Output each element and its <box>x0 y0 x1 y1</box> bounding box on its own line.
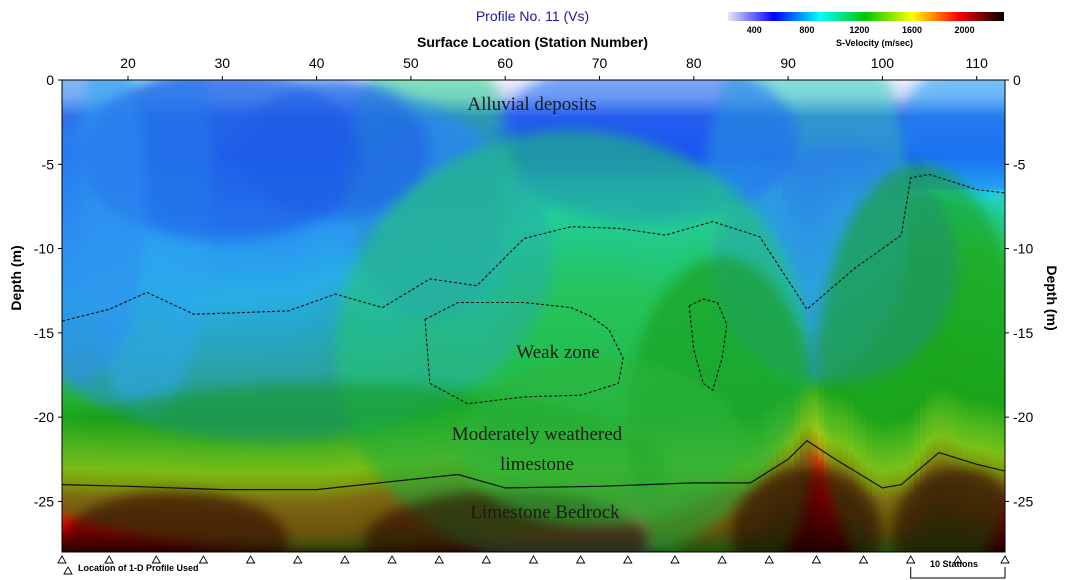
profile-station-marker <box>151 555 162 564</box>
y-tick-label-left: -25 <box>34 493 54 509</box>
zone-label: Moderately weathered <box>452 424 623 445</box>
x-tick-label: 50 <box>403 55 419 71</box>
profile-station-marker <box>104 555 114 564</box>
y-tick-label-right: -10 <box>1013 241 1033 257</box>
contour-upper-dashed <box>61 173 1006 322</box>
velocity-anomaly <box>62 80 147 384</box>
scale-bar-label: 10 Stations <box>930 559 979 569</box>
zone-label: Weak zone <box>516 342 599 363</box>
velocity-anomaly <box>891 467 1005 552</box>
profile-station-marker <box>858 555 869 564</box>
profile-station-marker <box>764 555 775 564</box>
colorbar <box>728 12 1004 21</box>
x-tick-label: 40 <box>309 55 325 71</box>
y-tick-label-right: 0 <box>1013 72 1021 88</box>
colorbar-tick-label: 2000 <box>955 25 975 35</box>
velocity-anomaly <box>816 164 1005 552</box>
y-tick-label-left: -20 <box>34 409 54 425</box>
chart-title: Profile No. 11 (Vs) <box>475 8 590 24</box>
profile-station-marker <box>670 555 680 564</box>
zone-label: Limestone Bedrock <box>470 502 620 523</box>
y-tick-label-right: -15 <box>1013 325 1033 341</box>
velocity-anomaly <box>731 467 883 552</box>
colorbar-tick-label: 800 <box>799 25 814 35</box>
x-tick-label: 70 <box>592 55 608 71</box>
y-tick-label-left: 0 <box>46 72 54 88</box>
profile-station-marker <box>953 555 963 564</box>
zone-label: limestone <box>500 454 574 475</box>
y-tick-label-right: -5 <box>1013 156 1026 172</box>
profile-station-marker <box>528 555 539 564</box>
x-tick-label: 100 <box>871 55 895 71</box>
colorbar-tick-label: 1200 <box>849 25 869 35</box>
profile-station-marker <box>481 555 492 564</box>
x-tick-label: 110 <box>966 55 989 71</box>
velocity-anomaly <box>62 491 289 552</box>
y-tick-label-left: -5 <box>42 156 55 172</box>
profile-station-marker <box>717 555 727 564</box>
profile-station-marker <box>811 555 822 564</box>
colorbar-tick-label: 400 <box>747 25 762 35</box>
profile-station-marker <box>575 555 586 564</box>
scale-bar <box>910 567 1006 579</box>
profile-station-marker <box>245 555 256 564</box>
x-tick-label: 80 <box>686 55 702 71</box>
x-tick-label: 60 <box>497 55 513 71</box>
profile-station-marker <box>292 555 303 564</box>
colorbar-title: S-Velocity (m/sec) <box>836 38 914 48</box>
contour-bedrock <box>61 439 1006 491</box>
x-tick-label: 90 <box>780 55 796 71</box>
profile-legend-note: Location of 1-D Profile Used <box>78 563 199 573</box>
x-tick-label: 30 <box>215 55 231 71</box>
profile-station-marker <box>1000 555 1010 564</box>
zone-label: Alluvial deposits <box>467 94 596 115</box>
profile-station-marker <box>57 555 67 564</box>
contour-weak-zone-2 <box>688 298 728 392</box>
profile-station-marker <box>905 555 916 564</box>
x-tick-label: 20 <box>120 55 136 71</box>
velocity-anomaly <box>458 358 741 527</box>
colorbar-tick-label: 1600 <box>902 25 922 35</box>
profile-station-marker <box>198 555 209 564</box>
legend-triangle-icon <box>63 566 73 575</box>
plot-frame <box>61 79 1006 553</box>
profile-station-marker <box>623 555 633 564</box>
contour-weak-zone-1 <box>424 301 624 405</box>
y-tick-label-right: -25 <box>1013 493 1033 509</box>
x-axis-title: Surface Location (Station Number) <box>416 34 649 50</box>
profile-station-marker <box>434 555 444 564</box>
y-tick-label-left: -10 <box>34 241 54 257</box>
profile-station-marker <box>340 555 350 564</box>
y-tick-label-right: -20 <box>1013 409 1033 425</box>
y-tick-label-left: -15 <box>34 325 54 341</box>
profile-station-marker <box>387 555 397 564</box>
